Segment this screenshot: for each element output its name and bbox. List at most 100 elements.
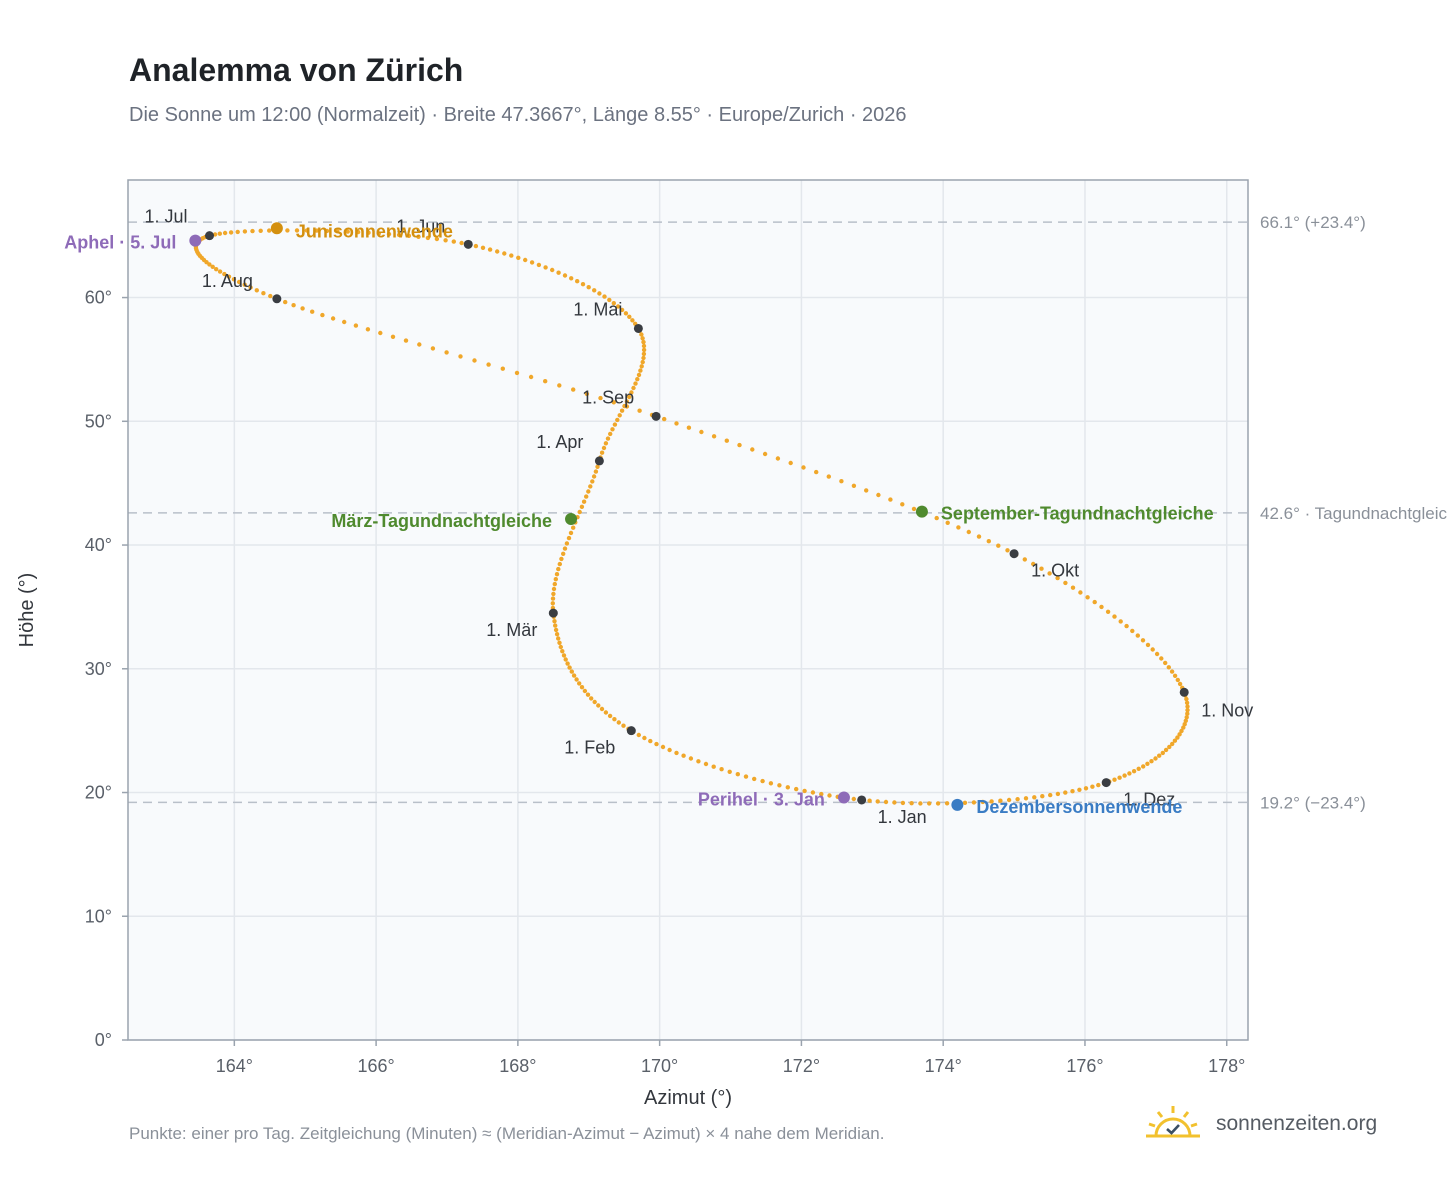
month-label: 1. Mai bbox=[573, 299, 622, 319]
daily-position-dot bbox=[222, 230, 228, 236]
daily-position-dot bbox=[425, 235, 431, 241]
month-marker bbox=[626, 726, 636, 736]
daily-position-dot bbox=[1163, 660, 1168, 666]
daily-position-dot bbox=[1105, 609, 1111, 614]
daily-position-dot bbox=[242, 229, 248, 234]
daily-position-dot bbox=[376, 231, 381, 236]
daily-position-dot bbox=[268, 293, 273, 299]
daily-position-dot bbox=[1177, 732, 1182, 737]
x-tick-label: 166° bbox=[357, 1056, 394, 1076]
daily-position-dot bbox=[598, 395, 603, 401]
daily-position-dot bbox=[945, 520, 950, 525]
daily-position-dot bbox=[580, 282, 586, 287]
daily-position-dot bbox=[1169, 669, 1175, 674]
plot-frame bbox=[127, 179, 1249, 1041]
daily-position-dot bbox=[867, 798, 872, 803]
y-axis-label: Höhe (°) bbox=[16, 573, 38, 648]
x-tick-label: 172° bbox=[783, 1056, 820, 1076]
daily-position-dot bbox=[550, 267, 555, 273]
daily-position-dot bbox=[561, 653, 567, 658]
reference-line-label: 66.1° (+23.4°) bbox=[1260, 213, 1366, 232]
daily-position-dot bbox=[226, 274, 232, 279]
reference-line-label: 42.6° · Tagundnachtgleiche bbox=[1260, 504, 1448, 523]
daily-position-dot bbox=[794, 786, 799, 792]
daily-position-dot bbox=[210, 264, 215, 269]
daily-position-dot bbox=[556, 566, 561, 572]
daily-position-dot bbox=[611, 301, 616, 306]
daily-position-dot bbox=[603, 710, 609, 715]
daily-position-dot bbox=[314, 228, 319, 233]
daily-position-dot bbox=[551, 586, 557, 592]
month-label: 1. Mär bbox=[486, 620, 537, 640]
daily-position-dot bbox=[592, 699, 597, 705]
daily-position-dot bbox=[283, 299, 288, 305]
daily-position-dot bbox=[330, 316, 336, 321]
daily-position-dot bbox=[615, 304, 621, 309]
daily-position-dot bbox=[553, 623, 558, 628]
daily-position-dot bbox=[261, 291, 266, 296]
daily-position-dot bbox=[1127, 771, 1132, 776]
daily-position-dot bbox=[1117, 775, 1122, 780]
daily-position-dot bbox=[602, 294, 607, 299]
special-point-label: März-Tagundnachtgleiche bbox=[331, 511, 552, 531]
daily-position-dot bbox=[487, 247, 493, 252]
chart-title: Analemma von Zürich bbox=[129, 52, 464, 88]
daily-position-dot bbox=[1099, 604, 1104, 610]
daily-position-dot bbox=[563, 657, 568, 662]
daily-position-dot bbox=[743, 774, 749, 779]
daily-position-dot bbox=[595, 464, 600, 469]
daily-position-dot bbox=[1039, 566, 1044, 571]
daily-position-dot bbox=[760, 778, 765, 784]
daily-position-dot bbox=[641, 347, 647, 353]
daily-position-dot bbox=[571, 673, 577, 678]
daily-position-dot bbox=[989, 799, 994, 804]
daily-position-dot bbox=[345, 229, 350, 234]
daily-position-dot bbox=[639, 364, 644, 369]
special-point-marker bbox=[565, 513, 578, 526]
month-label: 1. Aug bbox=[202, 271, 253, 291]
daily-position-dot bbox=[640, 359, 645, 365]
daily-position-dot bbox=[998, 798, 1003, 803]
daily-position-dot bbox=[641, 355, 646, 361]
daily-position-dot bbox=[631, 385, 636, 391]
brand[interactable]: sonnenzeiten.org bbox=[1146, 1104, 1377, 1143]
daily-position-dot bbox=[819, 791, 824, 797]
daily-position-dot bbox=[1124, 623, 1129, 629]
daily-position-dot bbox=[558, 644, 563, 650]
daily-position-dot bbox=[1145, 642, 1151, 648]
reference-lines: 66.1° (+23.4°) 42.6° · Tagundnachtgleiche… bbox=[128, 213, 1448, 812]
daily-position-dot bbox=[1136, 766, 1141, 771]
daily-position-dot bbox=[574, 677, 579, 682]
daily-position-dot bbox=[851, 483, 857, 488]
daily-position-dot bbox=[596, 703, 601, 708]
daily-position-dot bbox=[473, 243, 479, 249]
daily-position-dot bbox=[554, 572, 560, 577]
daily-position-dot bbox=[801, 465, 806, 470]
daily-position-dot bbox=[579, 504, 585, 509]
special-point-marker bbox=[189, 234, 202, 247]
daily-position-dot bbox=[1157, 753, 1162, 758]
daily-position-dot bbox=[788, 460, 793, 466]
daily-position-dot bbox=[608, 431, 613, 437]
daily-position-dot bbox=[550, 596, 556, 601]
daily-position-dot bbox=[562, 546, 568, 551]
special-point-label: Aphel · 5. Jul bbox=[64, 233, 176, 253]
daily-position-dot bbox=[1040, 794, 1045, 799]
daily-position-dot bbox=[996, 543, 1001, 548]
daily-position-dot bbox=[900, 502, 905, 507]
daily-position-dot bbox=[686, 425, 692, 430]
daily-position-dot bbox=[553, 577, 558, 582]
daily-position-dot bbox=[434, 236, 440, 242]
month-marker bbox=[633, 323, 643, 333]
daily-position-dot bbox=[1096, 782, 1101, 788]
month-label: 1. Apr bbox=[536, 432, 583, 452]
daily-position-dot bbox=[699, 429, 704, 435]
daily-position-dot bbox=[1141, 764, 1146, 769]
daily-position-dot bbox=[1166, 665, 1172, 670]
daily-position-dot bbox=[589, 696, 594, 701]
daily-position-dot bbox=[569, 669, 574, 674]
daily-position-dot bbox=[207, 262, 212, 267]
y-tick-label: 30° bbox=[85, 659, 112, 679]
daily-position-dot bbox=[688, 756, 694, 761]
daily-position-dot bbox=[554, 632, 560, 637]
